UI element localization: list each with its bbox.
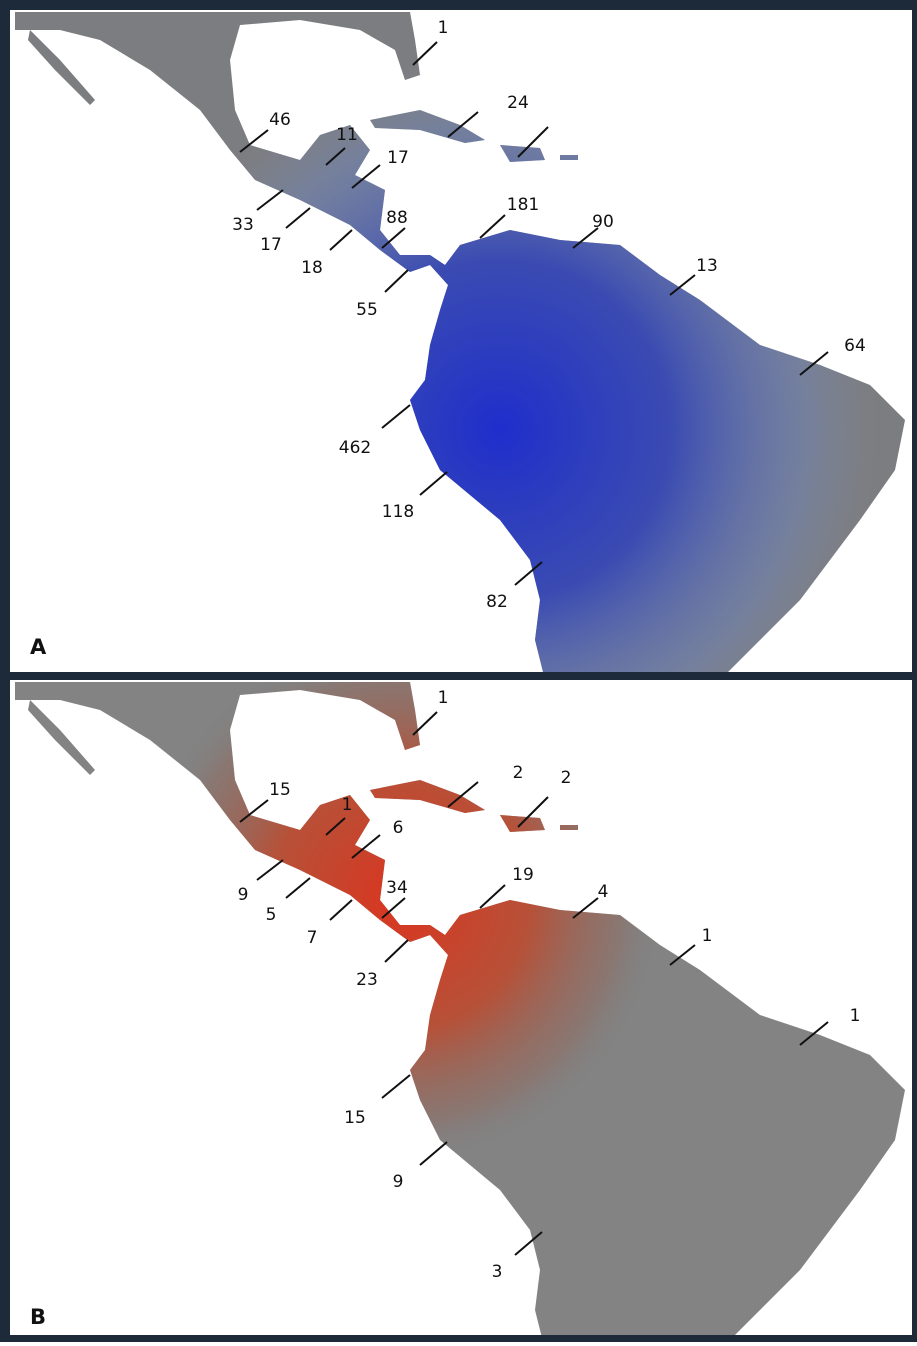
leader-line (381, 227, 406, 249)
marker-label: 88 (386, 208, 408, 228)
marker-label: 90 (592, 212, 614, 232)
leader-line (517, 126, 549, 158)
panel-letter: B (30, 1305, 46, 1329)
marker-label: 17 (387, 148, 409, 168)
leader-line (669, 274, 696, 296)
marker-label: 24 (507, 93, 529, 113)
panel-letter: A (30, 635, 47, 659)
marker-label: 118 (382, 502, 414, 522)
leader-line (351, 834, 381, 859)
marker-label: 19 (512, 865, 534, 885)
marker-label: 9 (238, 885, 249, 905)
leader-line (669, 944, 696, 966)
leader-line (412, 41, 438, 66)
leader-line (479, 884, 506, 909)
marker-label: 82 (486, 592, 508, 612)
marker-label: 7 (307, 928, 318, 948)
marker-label: 2 (513, 763, 524, 783)
leader-line (381, 897, 406, 919)
panel-a: 1 24 46 11 17 33 17 18 88 181 90 13 55 64 462 118 82 A (15, 12, 905, 672)
leader-line (256, 859, 284, 881)
marker-label: 6 (393, 818, 404, 838)
leader-line (514, 561, 543, 586)
leader-line (419, 1141, 448, 1166)
marker-label: 55 (356, 300, 378, 320)
leader-line (419, 471, 448, 496)
marker-label: 13 (696, 256, 718, 276)
marker-label: 3 (492, 1262, 503, 1282)
leader-line (799, 1021, 829, 1046)
marker-label: 1 (702, 926, 713, 946)
marker-label: 33 (232, 215, 254, 235)
marker-label: 64 (844, 336, 866, 356)
marker-label: 23 (356, 970, 378, 990)
marker-label: 17 (260, 235, 282, 255)
leader-line (325, 147, 346, 166)
leader-line (514, 1231, 543, 1256)
marker-label: 5 (266, 905, 277, 925)
leader-line (384, 939, 409, 963)
marker-label: 181 (507, 195, 539, 215)
marker-label: 11 (336, 125, 358, 145)
leader-line (325, 817, 346, 836)
leader-line (447, 111, 479, 138)
marker-label: 34 (386, 878, 408, 898)
marker-label: 9 (393, 1172, 404, 1192)
leader-line (381, 1074, 411, 1099)
leader-line (384, 269, 409, 293)
leader-line (239, 799, 269, 823)
marker-label: 46 (269, 110, 291, 130)
marker-label: 1 (438, 18, 449, 38)
leader-line (799, 351, 829, 376)
leader-line (329, 899, 353, 921)
marker-label: 1 (850, 1006, 861, 1026)
marker-label: 2 (561, 768, 572, 788)
marker-label: 15 (344, 1108, 366, 1128)
marker-label: 462 (339, 438, 371, 458)
leader-line (256, 189, 284, 211)
leader-line (329, 229, 353, 251)
leader-line (447, 781, 479, 808)
marker-label: 1 (342, 795, 353, 815)
leader-line (479, 214, 506, 239)
leader-line (239, 129, 269, 153)
leader-line (381, 404, 411, 429)
leader-line (412, 711, 438, 736)
leader-line (351, 164, 381, 189)
marker-label: 1 (438, 688, 449, 708)
leader-line (517, 796, 549, 828)
leader-line (572, 227, 599, 249)
leader-line (572, 897, 599, 919)
marker-label: 18 (301, 258, 323, 278)
leader-line (285, 207, 311, 229)
marker-label: 15 (269, 780, 291, 800)
marker-label: 4 (598, 882, 609, 902)
leader-line (285, 877, 311, 899)
